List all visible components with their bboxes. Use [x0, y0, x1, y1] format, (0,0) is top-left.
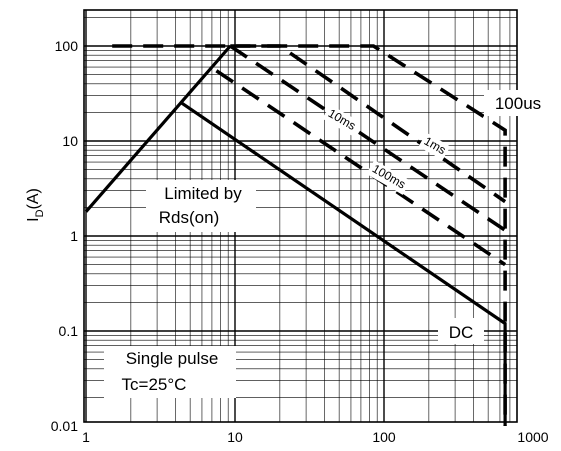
x-tick-label: 1 — [82, 429, 90, 445]
100ms-label-bg — [366, 159, 411, 195]
y-tick-label: 0.01 — [51, 418, 78, 434]
conditions-annotation-box — [104, 346, 236, 398]
series-line-dc — [180, 101, 507, 426]
series-line-1ms — [230, 44, 507, 204]
limited-annotation-line1: Limited by — [164, 184, 242, 203]
conditions-annotation-line2: Tc=25°C — [122, 375, 187, 394]
x-tick-label: 100 — [372, 429, 396, 445]
y-axis-label-main: I — [25, 217, 42, 221]
limited-annotation-line2: Rds(on) — [159, 208, 219, 227]
y-tick-label: 100 — [55, 38, 79, 54]
1ms-label-bg — [418, 132, 451, 161]
y-tick-label: 1 — [70, 228, 78, 244]
100ms-label: 100ms — [370, 161, 408, 191]
y-axis-label: ID(A) — [25, 188, 46, 222]
100us-label: 100us — [495, 94, 541, 113]
x-tick-label: 10 — [227, 429, 243, 445]
series-line-rds-limit — [84, 44, 232, 213]
y-axis-label-sub: D — [34, 209, 46, 217]
tick-labels: 1 10 100 1000 0.01 0.1 1 10 100 — [51, 38, 549, 445]
limited-annotation-box — [146, 180, 256, 232]
x-tick-label: 1000 — [517, 429, 548, 445]
conditions-annotation-line1: Single pulse — [126, 349, 219, 368]
y-tick-label: 10 — [62, 133, 78, 149]
plot-frame — [83, 9, 518, 423]
svg-text:ID(A): ID(A) — [25, 188, 46, 222]
y-axis-label-unit: (A) — [25, 188, 42, 209]
series-line-100ms — [215, 69, 507, 267]
annotation-layer: Limited by Rds(on) Single pulse Tc=25°C DC 10… — [104, 90, 550, 398]
10ms-label-bg — [322, 104, 361, 137]
series-line-10ms — [229, 44, 507, 232]
dc-label-box — [438, 318, 484, 344]
100us-label-box — [484, 90, 550, 116]
dc-label: DC — [449, 323, 474, 342]
y-tick-label: 0.1 — [59, 323, 79, 339]
